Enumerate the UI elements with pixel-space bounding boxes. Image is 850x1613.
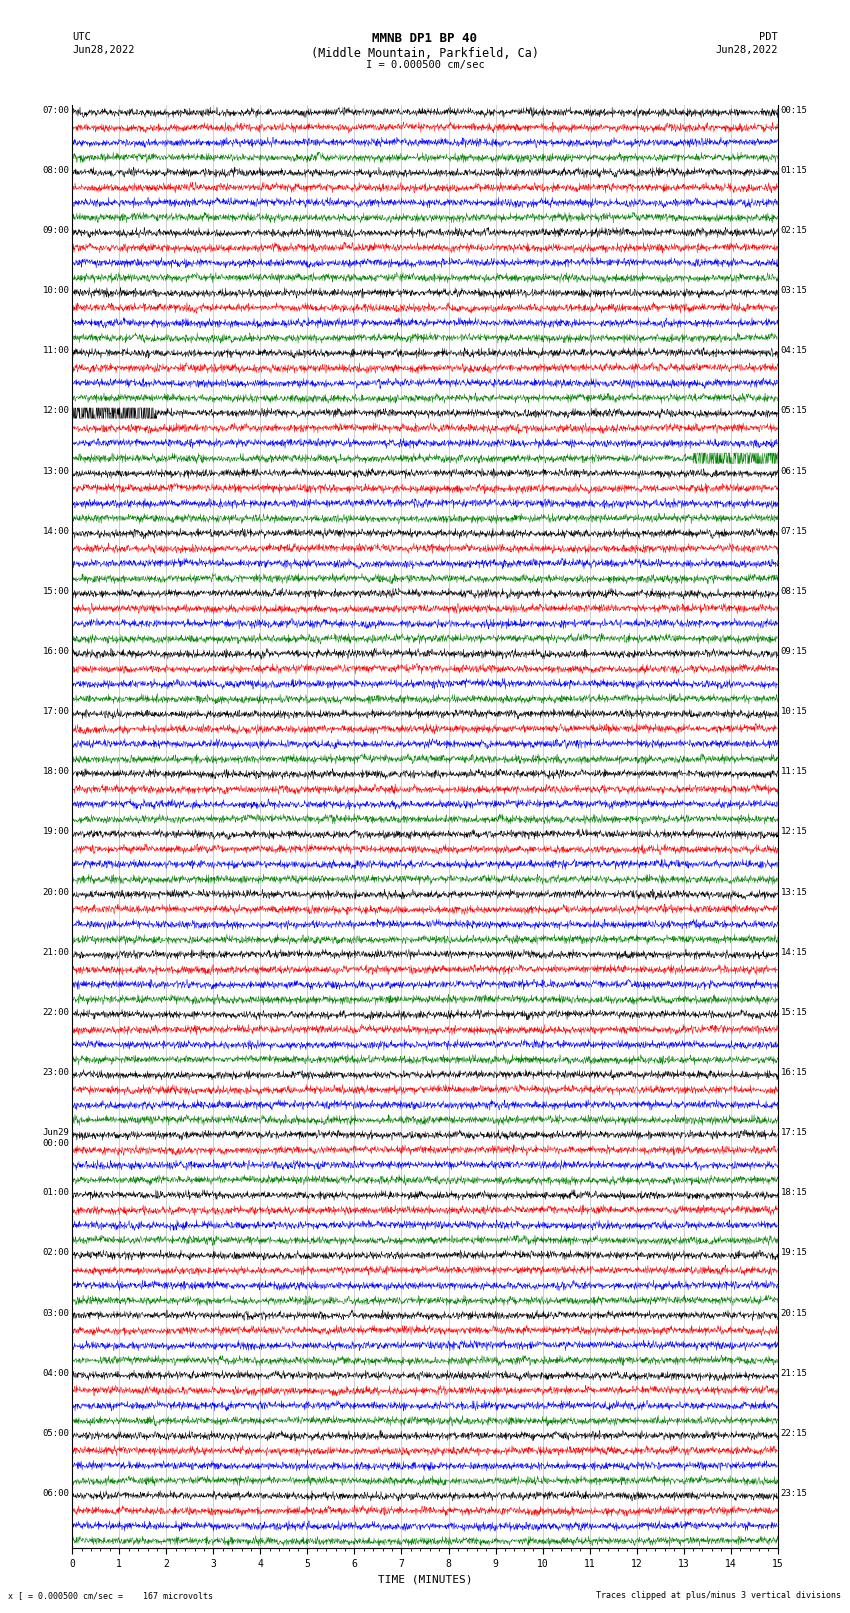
Text: UTC: UTC [72,32,91,42]
Text: I = 0.000500 cm/sec: I = 0.000500 cm/sec [366,60,484,69]
Text: Traces clipped at plus/minus 3 vertical divisions: Traces clipped at plus/minus 3 vertical … [597,1590,842,1600]
Text: (Middle Mountain, Parkfield, Ca): (Middle Mountain, Parkfield, Ca) [311,47,539,60]
Text: Jun28,2022: Jun28,2022 [715,45,778,55]
X-axis label: TIME (MINUTES): TIME (MINUTES) [377,1574,473,1584]
Text: Jun28,2022: Jun28,2022 [72,45,135,55]
Text: PDT: PDT [759,32,778,42]
Text: MMNB DP1 BP 40: MMNB DP1 BP 40 [372,32,478,45]
Text: x [ = 0.000500 cm/sec =    167 microvolts: x [ = 0.000500 cm/sec = 167 microvolts [8,1590,213,1600]
